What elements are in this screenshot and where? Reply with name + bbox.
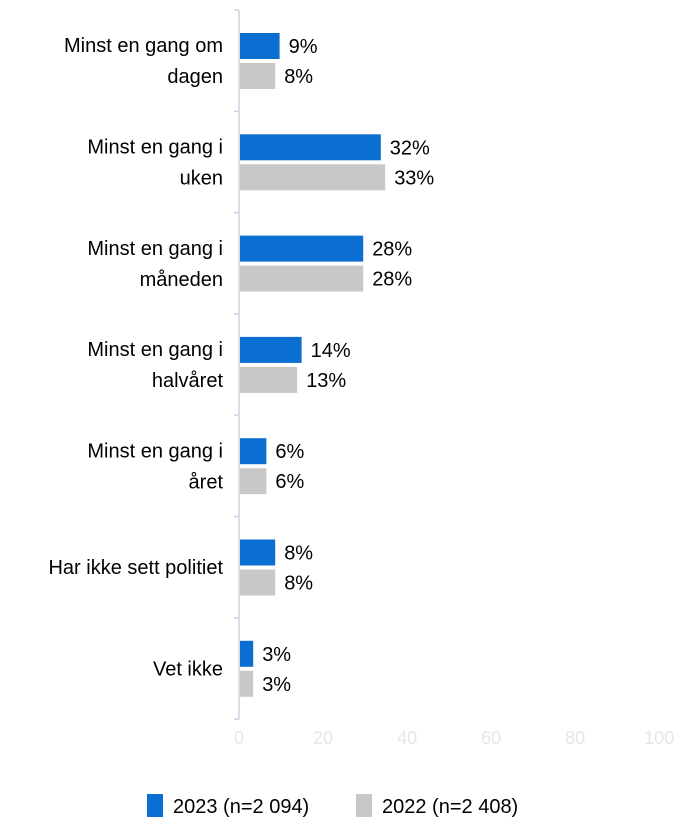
legend-label-2023: 2023 (n=2 094) <box>173 796 309 818</box>
category-label: Minst en gang i uken <box>87 136 223 189</box>
category-labels: Minst en gang om dagen Minst en gang i uken… <box>48 35 223 680</box>
data-label: 13% <box>306 370 346 392</box>
category-label: Vet ikke <box>153 658 223 680</box>
bar-2023 <box>240 640 254 667</box>
bar-2022 <box>240 164 386 191</box>
category-label: Minst en gang om dagen <box>64 35 223 88</box>
legend-swatch-2023 <box>147 794 163 817</box>
legend-label-2022: 2022 (n=2 408) <box>382 796 518 818</box>
legend-swatch-2022 <box>356 794 372 817</box>
legend: 2023 (n=2 094) 2022 (n=2 408) <box>147 794 518 818</box>
bar-2022 <box>240 63 276 89</box>
data-label: 8% <box>284 66 313 88</box>
x-tick-label: 100 <box>644 728 674 748</box>
category-label: Minst en gang i året <box>87 440 223 493</box>
bar-2023 <box>240 134 381 161</box>
axis-layer <box>234 9 240 720</box>
data-label: 9% <box>289 36 318 58</box>
data-label: 8% <box>284 573 313 595</box>
x-tick-label: 60 <box>481 728 501 748</box>
category-label: Minst en gang i måneden <box>87 238 223 291</box>
bar-2022 <box>240 366 298 393</box>
bar-2022 <box>240 468 267 495</box>
x-tick-label: 0 <box>234 728 244 748</box>
x-tick-label: 20 <box>313 728 333 748</box>
data-label: 32% <box>390 137 430 159</box>
category-label: Har ikke sett politiet <box>48 557 223 579</box>
x-tick-label: 80 <box>565 728 585 748</box>
data-label: 8% <box>284 543 313 565</box>
data-label: 14% <box>311 340 351 362</box>
bar-2023 <box>240 33 280 59</box>
bar-2023 <box>240 235 364 262</box>
data-label: 28% <box>372 269 412 291</box>
category-label: Minst en gang i halvåret <box>87 339 223 392</box>
data-label: 6% <box>275 441 304 463</box>
data-label: 3% <box>262 644 291 666</box>
bar-2022 <box>240 569 276 596</box>
x-tick-labels: 0 20 40 60 80 100 <box>234 728 674 748</box>
bar-2023 <box>240 336 302 363</box>
value-labels: 9% 32% 28% 14% 6% 8% 3% 8% 33% 28% 13% 6% 8% 3% <box>262 36 434 696</box>
data-label: 28% <box>372 239 412 261</box>
data-label: 3% <box>262 674 291 696</box>
bar-2023 <box>240 539 276 566</box>
bar-2022 <box>240 670 254 697</box>
data-label: 33% <box>394 167 434 189</box>
data-label: 6% <box>275 471 304 493</box>
bars <box>240 33 386 697</box>
bar-2023 <box>240 438 267 465</box>
bar-2022 <box>240 265 364 292</box>
x-tick-label: 40 <box>397 728 417 748</box>
